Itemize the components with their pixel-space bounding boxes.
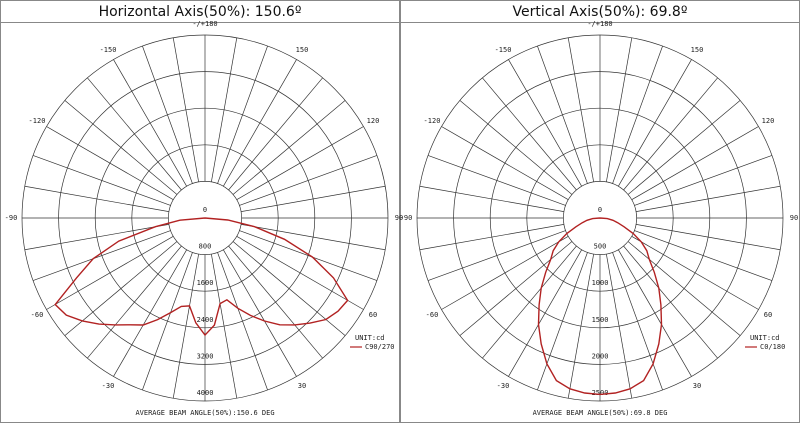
unit-label: UNIT:cd bbox=[355, 334, 385, 342]
angle-tick-label: -30 bbox=[102, 382, 115, 390]
beam-angle-note: AVERAGE BEAM ANGLE(50%):150.6 DEG bbox=[135, 409, 274, 417]
angle-tick-label: -150 bbox=[100, 46, 117, 54]
r-tick-label: 0 bbox=[598, 206, 602, 214]
chart-title: Vertical Axis(50%): 69.8º bbox=[513, 4, 688, 20]
angle-tick-label: 150 bbox=[691, 46, 704, 54]
angle-tick-label: -120 bbox=[29, 117, 46, 125]
angle-tick-label: 120 bbox=[367, 117, 380, 125]
ring bbox=[94, 107, 316, 329]
r-tick-label: 1000 bbox=[592, 279, 609, 287]
angle-tick-label: 90 bbox=[790, 214, 798, 222]
angle-tick-label: -60 bbox=[426, 311, 439, 319]
r-tick-label: 500 bbox=[594, 243, 607, 251]
r-tick-label: 800 bbox=[199, 243, 212, 251]
angle-tick-label: 30 bbox=[693, 382, 701, 390]
curve bbox=[537, 217, 663, 396]
unit-label: UNIT:cd bbox=[750, 334, 780, 342]
r-tick-label: 4000 bbox=[197, 389, 214, 397]
r-tick-label: 1600 bbox=[197, 279, 214, 287]
angle-tick-label: 60 bbox=[369, 311, 377, 319]
beam-angle-note: AVERAGE BEAM ANGLE(50%):69.8 DEG bbox=[533, 409, 668, 417]
angle-tick-label: -90 bbox=[5, 214, 18, 222]
angle-tick-label: -30 bbox=[497, 382, 510, 390]
chart-title: Horizontal Axis(50%): 150.6º bbox=[99, 4, 302, 20]
angle-tick-label: 150 bbox=[296, 46, 309, 54]
angle-tick-label: -150 bbox=[495, 46, 512, 54]
legend-label: C90/270 bbox=[365, 343, 395, 351]
r-tick-label: 2000 bbox=[592, 352, 609, 360]
ring bbox=[416, 34, 784, 402]
angle-tick-label: -120 bbox=[424, 117, 441, 125]
angle-tick-label: 30 bbox=[298, 382, 306, 390]
angle-tick-label: 60 bbox=[764, 311, 772, 319]
r-tick-label: 0 bbox=[203, 206, 207, 214]
ring bbox=[58, 71, 352, 365]
angle-tick-label: 90 bbox=[395, 214, 403, 222]
ring bbox=[453, 71, 747, 365]
ring bbox=[526, 144, 674, 292]
angle-tick-label: -60 bbox=[31, 311, 44, 319]
ring bbox=[131, 144, 279, 292]
legend-label: C0/180 bbox=[760, 343, 785, 351]
ring bbox=[563, 181, 637, 255]
r-tick-label: 3200 bbox=[197, 352, 214, 360]
r-tick-label: 2500 bbox=[592, 389, 609, 397]
ring bbox=[21, 34, 389, 402]
r-tick-label: 1500 bbox=[592, 316, 609, 324]
angle-tick-label: -/+180 bbox=[587, 20, 612, 28]
angle-tick-label: -90 bbox=[400, 214, 413, 222]
curve bbox=[54, 217, 349, 337]
angle-tick-label: -/+180 bbox=[192, 20, 217, 28]
r-tick-label: 2400 bbox=[197, 316, 214, 324]
angle-tick-label: 120 bbox=[762, 117, 775, 125]
ring bbox=[168, 181, 242, 255]
ring bbox=[489, 107, 711, 329]
